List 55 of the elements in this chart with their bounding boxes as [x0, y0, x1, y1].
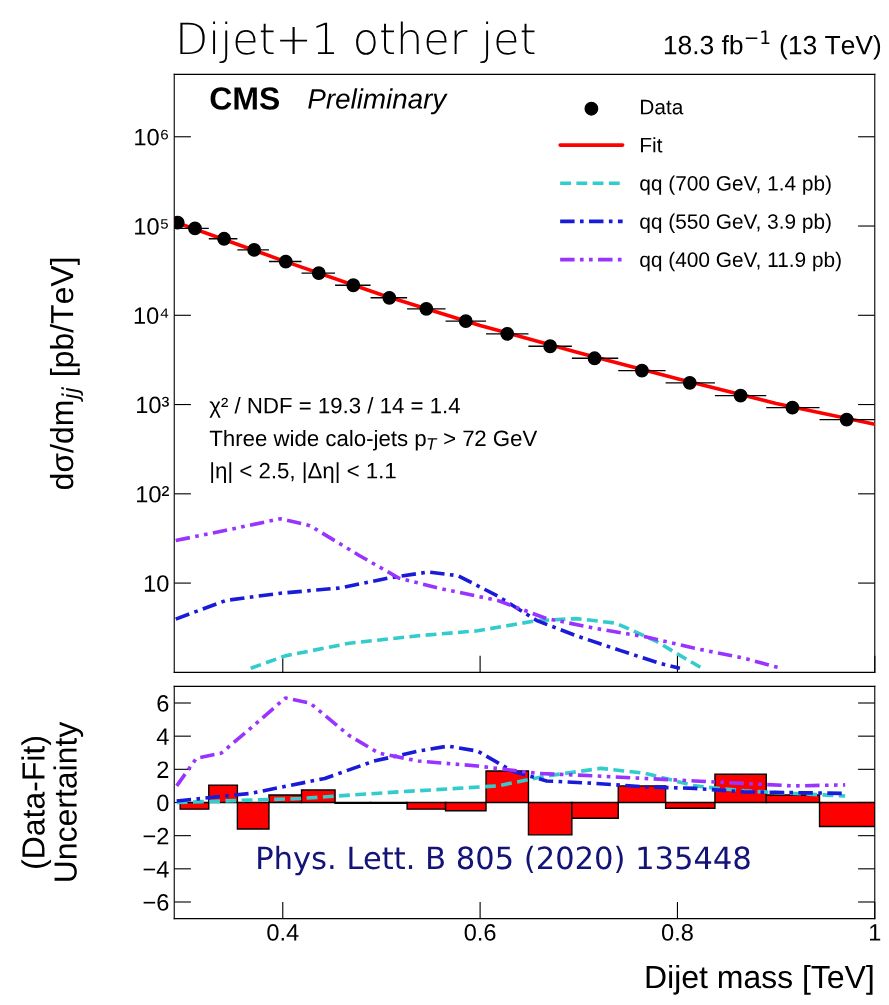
annotation: Preliminary [308, 88, 448, 115]
y-tick-label: 10 [144, 575, 169, 592]
point [587, 351, 602, 366]
y-tick-label: 10⁵ [135, 218, 168, 235]
line-series [248, 616, 704, 671]
point [733, 388, 748, 403]
y-tick-label: 10³ [137, 396, 169, 414]
point [278, 254, 293, 269]
x-tick-label: 0.4 [267, 924, 299, 941]
line-series [174, 570, 682, 671]
y-tick-label: −4 [143, 861, 169, 878]
y-tick-label: 10⁴ [134, 307, 169, 325]
legend-label: Data [641, 99, 684, 115]
legend-label: qq (700 GeV, 1.4 pb) [640, 175, 831, 195]
text: 18.3 fb$^{−1}$ (13 TeV) [664, 30, 881, 60]
legend-label: qq (550 GeV, 3.9 pb) [640, 213, 831, 234]
x-tick-label: 0.6 [464, 924, 496, 941]
point [682, 375, 697, 390]
point [346, 278, 361, 293]
point [247, 243, 262, 257]
legend-label: Fit [641, 137, 663, 153]
y-tick-label: 10² [137, 485, 169, 503]
y-tick-label: 0 [157, 794, 169, 812]
point [839, 412, 854, 427]
point [500, 326, 515, 341]
y-tick-label: 6 [157, 695, 169, 712]
y-axis-title: (Data-Fit) Uncertainty [21, 721, 84, 881]
point [785, 400, 800, 415]
line-series [174, 696, 847, 788]
point [188, 221, 202, 236]
line-series [174, 744, 845, 803]
point [635, 363, 649, 378]
y-tick-label: 4 [156, 728, 169, 745]
x-tick-label: 0.8 [661, 924, 693, 941]
x-tick-label: 1 [870, 924, 881, 941]
annotation: Three wide calo-jets p$_{T}$ > 72 GeV [209, 429, 538, 451]
point [382, 290, 397, 305]
y-tick-label: −6 [143, 894, 169, 911]
legend-label: qq (400 GeV, 11.9 pb) [640, 251, 841, 272]
y-tick-label: −2 [143, 827, 169, 845]
chart-title: Dijet+1 other jet [180, 21, 535, 64]
y-tick-label: 2 [157, 761, 169, 778]
point [458, 314, 473, 329]
annotation: CMS [210, 87, 280, 110]
point [419, 301, 434, 316]
point [543, 339, 558, 354]
y-tick-label: 10⁶ [135, 128, 168, 146]
annotation: |η| < 2.5, |Δη| < 1.1 [211, 462, 396, 484]
line-series [174, 766, 847, 805]
annotation: Phys. Lett. B 805 (2020) 135448 [258, 845, 750, 876]
point [217, 231, 231, 246]
annotation: χ² / NDF = 19.3 / 14 = 1.4 [209, 397, 460, 418]
y-axis-title: dσ/dm$_{jj}$ [pb/TeV] [49, 258, 83, 490]
point [311, 266, 326, 280]
x-axis-title: Dijet mass [TeV] [646, 964, 873, 995]
